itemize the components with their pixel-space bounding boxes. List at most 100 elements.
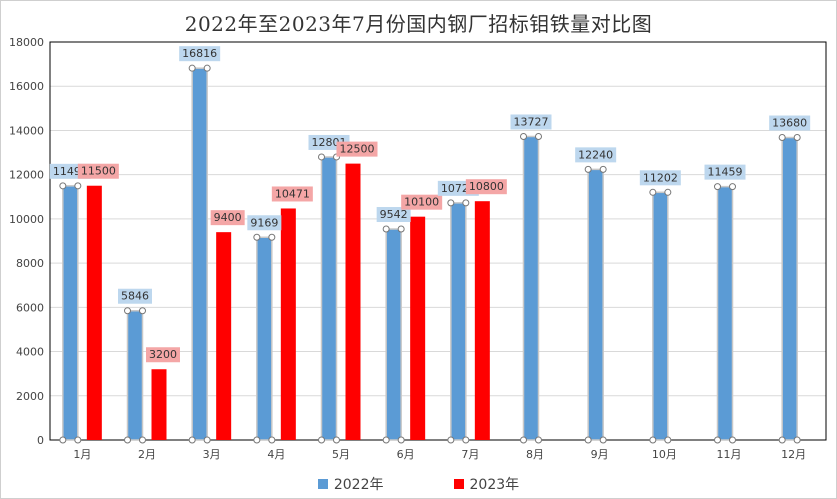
bar-2023[interactable] [474, 201, 490, 440]
data-label: 13680 [772, 117, 807, 130]
selection-handle[interactable] [59, 436, 67, 444]
legend-item-2022[interactable]: 2022年 [317, 474, 384, 494]
x-tick-label: 4月 [267, 448, 285, 461]
data-label-bg [336, 141, 378, 157]
legend-item-2023[interactable]: 2023年 [453, 474, 519, 494]
x-tick-label: 1月 [73, 448, 91, 461]
data-label: 10471 [275, 187, 310, 200]
selection-handle[interactable] [462, 436, 470, 444]
selection-handle[interactable] [188, 436, 196, 444]
bar-2023[interactable] [216, 232, 232, 440]
selection-handle[interactable] [462, 199, 470, 207]
selection-handle[interactable] [253, 436, 261, 444]
selection-handle[interactable] [584, 436, 592, 444]
selection-handle[interactable] [535, 436, 542, 444]
bar-2022[interactable] [62, 185, 79, 441]
bar-2022[interactable] [126, 309, 144, 441]
selection-handle[interactable] [268, 436, 276, 444]
bar-2022[interactable] [522, 135, 540, 441]
x-tick-label: 6月 [397, 448, 415, 461]
selection-handle[interactable] [584, 165, 592, 173]
selection-handle[interactable] [203, 436, 211, 444]
selection-handle[interactable] [333, 436, 340, 444]
data-label-bg [575, 147, 617, 163]
selection-handle[interactable] [599, 436, 607, 444]
data-label: 12500 [340, 143, 375, 156]
data-label: 11202 [643, 171, 678, 184]
selection-handle[interactable] [397, 436, 405, 444]
selection-handle[interactable] [253, 233, 261, 241]
selection-handle[interactable] [382, 436, 390, 444]
selection-handle[interactable] [778, 134, 786, 142]
selection-handle[interactable] [124, 307, 131, 315]
bar-2023[interactable] [280, 208, 296, 440]
bar-2022[interactable] [587, 168, 604, 441]
data-label-bg [769, 115, 811, 131]
bar-2023[interactable] [151, 369, 167, 440]
bar-2022[interactable] [716, 185, 734, 441]
selection-handle[interactable] [729, 183, 736, 191]
data-label-bg [401, 194, 443, 210]
selection-handle[interactable] [664, 436, 672, 444]
selection-handle[interactable] [599, 165, 607, 173]
selection-handle[interactable] [139, 307, 146, 315]
selection-handle[interactable] [729, 436, 736, 444]
data-label-bg [271, 186, 313, 202]
selection-handle[interactable] [188, 64, 196, 72]
bar-2022[interactable] [781, 136, 798, 441]
bar-2022[interactable] [191, 67, 208, 441]
selection-handle[interactable] [520, 132, 527, 140]
bar-2023[interactable] [410, 216, 426, 440]
y-tick-label: 0 [37, 434, 44, 447]
bar-2022[interactable] [320, 156, 338, 441]
selection-handle[interactable] [447, 436, 455, 444]
selection-handle[interactable] [520, 436, 527, 444]
bar-2022[interactable] [256, 236, 273, 441]
data-label-bg [77, 163, 119, 179]
selection-handle[interactable] [649, 188, 657, 196]
selection-handle[interactable] [203, 64, 211, 72]
data-label: 5846 [121, 290, 149, 303]
gridlines [49, 41, 827, 441]
selection-handle[interactable] [778, 436, 786, 444]
y-tick-label: 18000 [9, 36, 44, 49]
selection-handle[interactable] [397, 225, 405, 233]
data-label: 10100 [404, 196, 439, 209]
selection-handle[interactable] [714, 436, 721, 444]
bar-2022[interactable] [385, 228, 402, 441]
bar-2022[interactable] [450, 202, 467, 441]
selection-handle[interactable] [793, 134, 801, 142]
bar-2023[interactable] [86, 185, 102, 440]
selection-handle[interactable] [74, 436, 82, 444]
selection-handle[interactable] [793, 436, 801, 444]
legend-label-2022: 2022年 [333, 477, 384, 493]
selection-handle[interactable] [124, 436, 131, 444]
selection-handle[interactable] [447, 199, 455, 207]
selection-handle[interactable] [74, 182, 82, 190]
selection-handle[interactable] [318, 436, 325, 444]
selection-handle[interactable] [139, 436, 146, 444]
selection-handle[interactable] [714, 183, 721, 191]
selection-handle[interactable] [268, 233, 276, 241]
selection-handle[interactable] [649, 436, 657, 444]
y-tick-label: 10000 [9, 213, 44, 226]
selection-handle[interactable] [535, 132, 542, 140]
data-label: 16816 [182, 47, 217, 60]
data-label: 11500 [81, 165, 116, 178]
data-label: 9169 [250, 216, 278, 229]
data-label: 10800 [469, 180, 504, 193]
selection-handle[interactable] [664, 188, 672, 196]
selection-handle[interactable] [382, 225, 390, 233]
y-tick-label: 6000 [16, 301, 44, 314]
data-label-bg [704, 164, 746, 180]
selection-handle[interactable] [318, 153, 325, 161]
data-label-bg [179, 46, 221, 62]
selection-handle[interactable] [59, 182, 67, 190]
plot-area-border [49, 41, 827, 441]
bar-2022[interactable] [652, 191, 669, 441]
x-tick-label: 5月 [332, 448, 350, 461]
bar-2023[interactable] [345, 163, 361, 440]
legend-swatch-2022 [317, 479, 328, 489]
data-label-bg [210, 210, 245, 226]
